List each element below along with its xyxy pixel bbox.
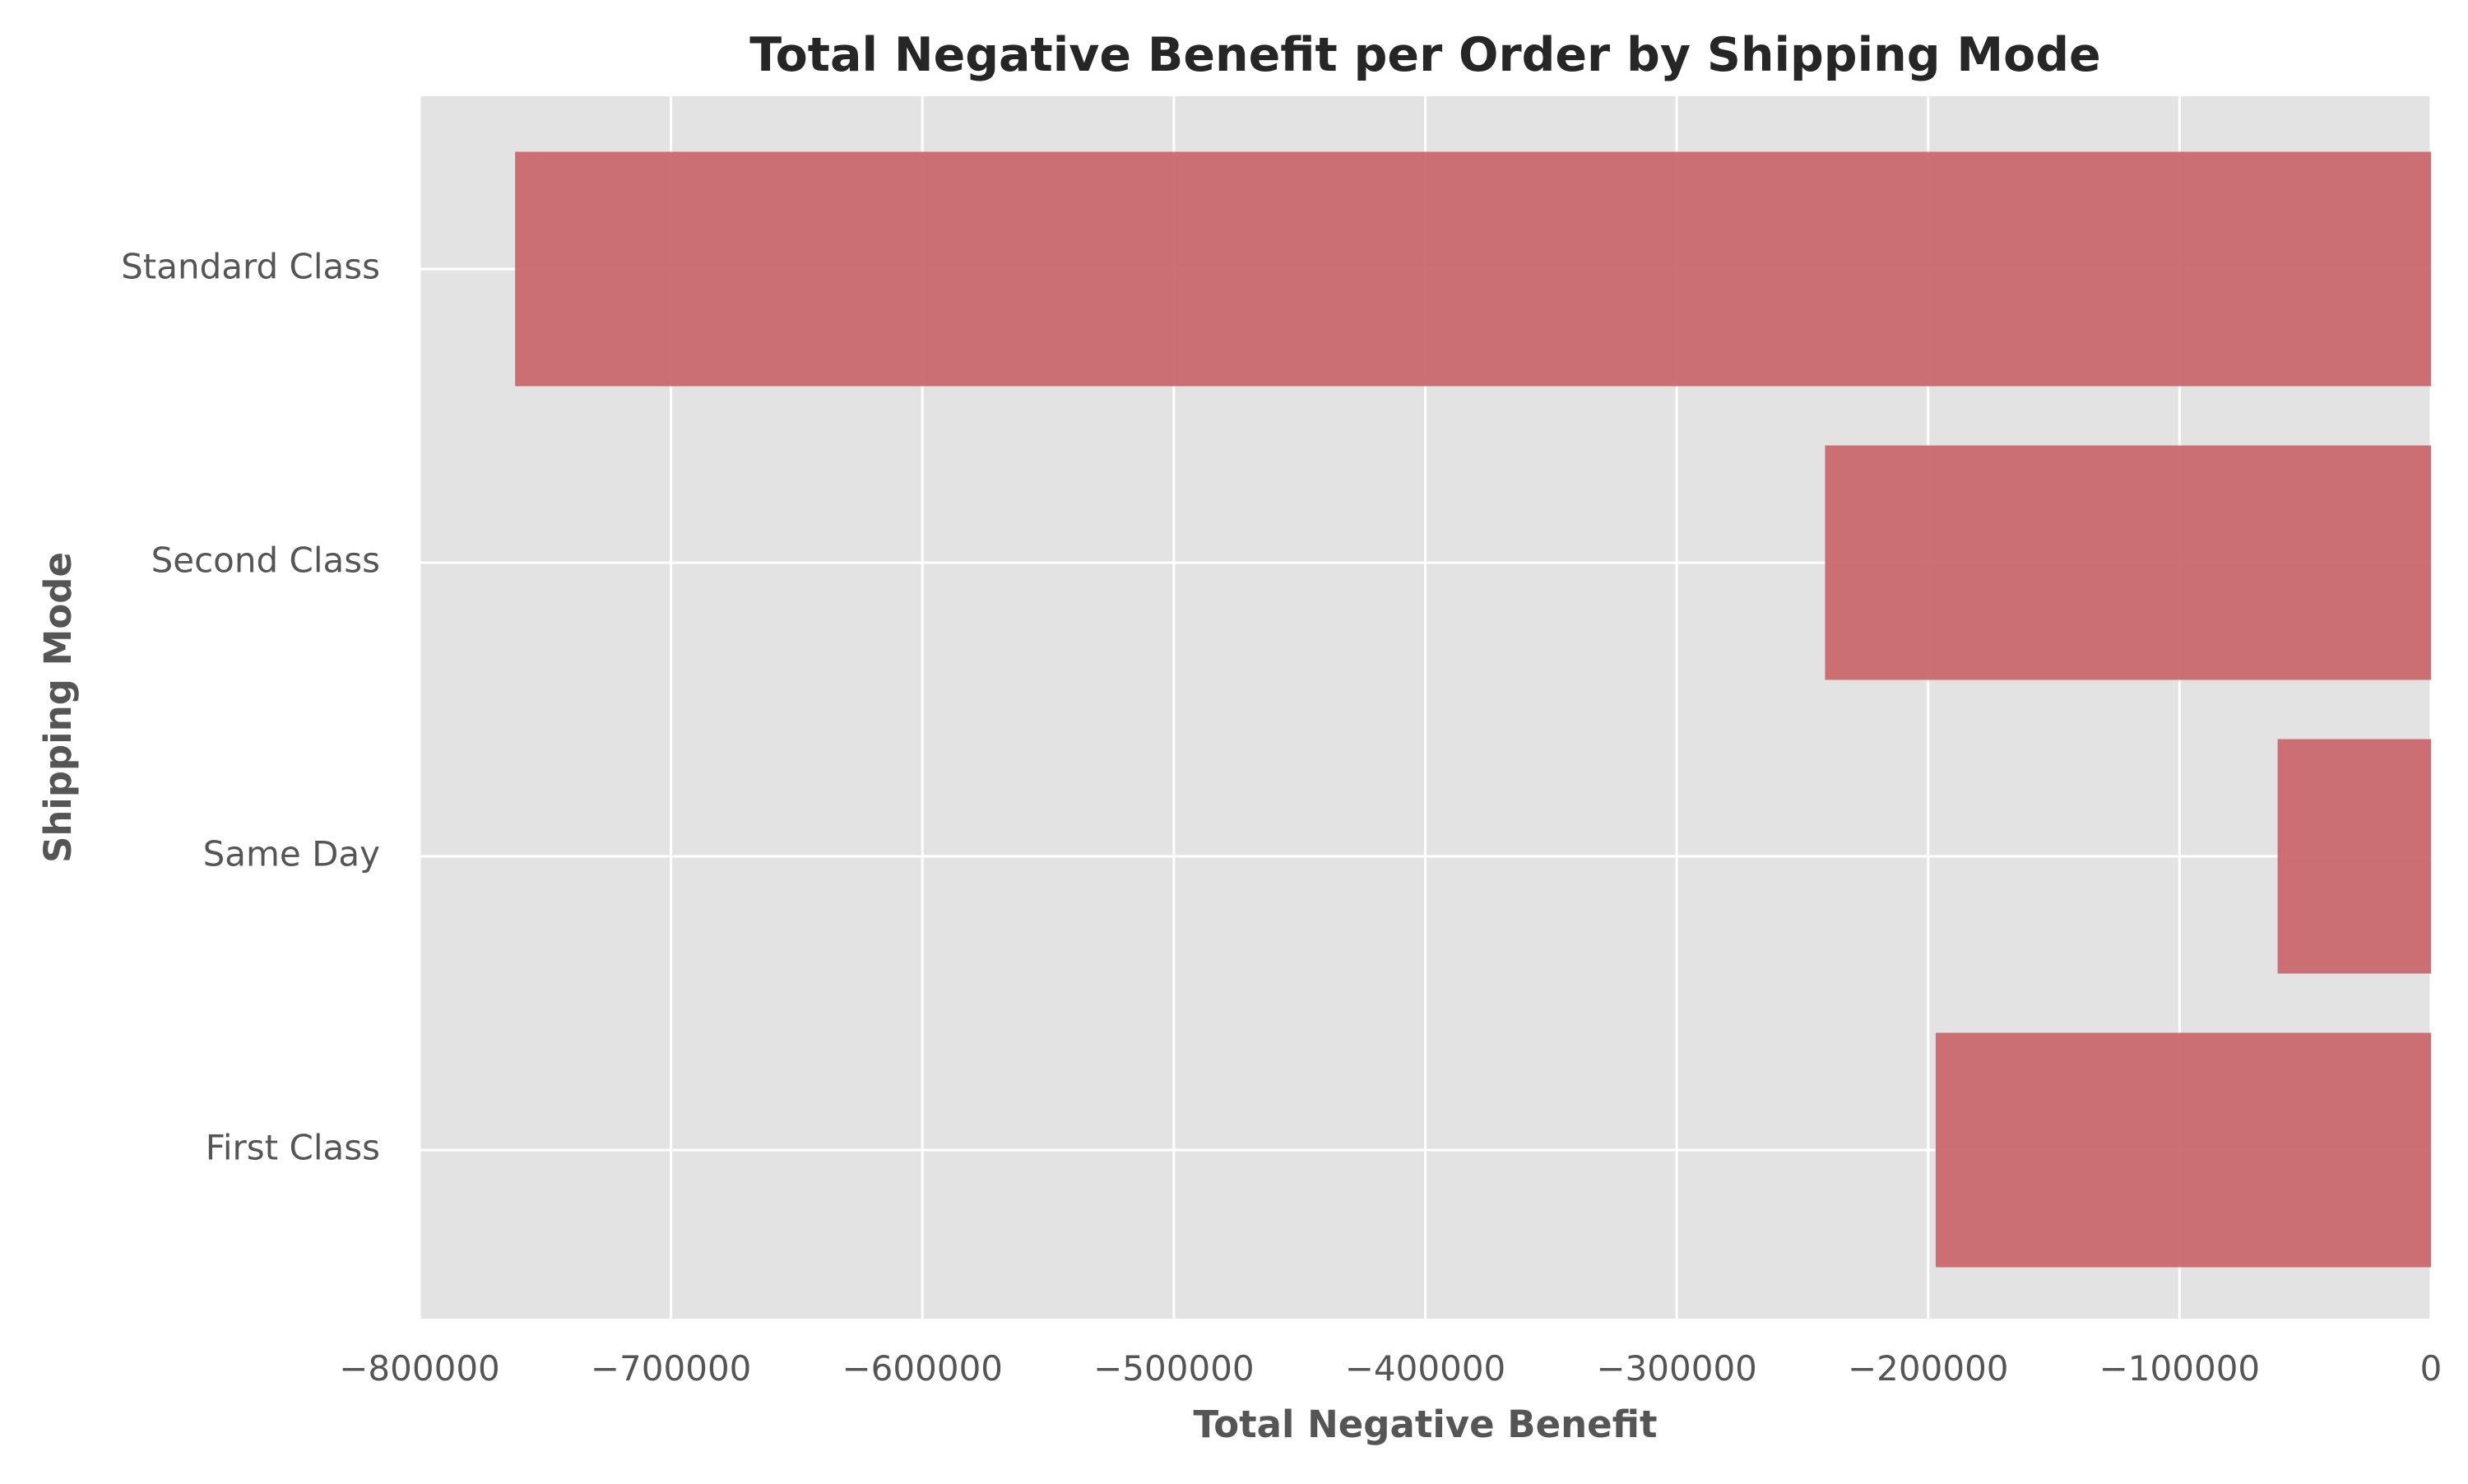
- x-axis-label: Total Negative Benefit: [1193, 1403, 1657, 1446]
- bars: [515, 151, 2432, 1268]
- x-tick-label: −300000: [1596, 1348, 1757, 1389]
- x-tick-label: 0: [2420, 1348, 2442, 1389]
- x-tick-label: −700000: [591, 1348, 752, 1389]
- y-tick-label: Same Day: [203, 834, 380, 874]
- bar-second-class: [1825, 445, 2431, 680]
- x-tick-label: −600000: [842, 1348, 1003, 1389]
- y-axis-ticks: Standard Class Second Class Same Day First …: [121, 247, 380, 1168]
- x-tick-label: −400000: [1345, 1348, 1506, 1389]
- y-axis-label: Shipping Mode: [36, 552, 80, 863]
- x-tick-label: −500000: [1093, 1348, 1255, 1389]
- x-axis-ticks: −800000 −700000 −600000 −500000 −400000 −3000…: [339, 1348, 2442, 1389]
- chart-title: Total Negative Benefit per Order by Ship…: [749, 28, 2100, 82]
- x-tick-label: −200000: [1848, 1348, 2009, 1389]
- x-tick-label: −100000: [2099, 1348, 2261, 1389]
- bar-same-day: [2277, 739, 2431, 974]
- bar-first-class: [1935, 1032, 2431, 1268]
- x-tick-label: −800000: [339, 1348, 500, 1389]
- y-tick-label: Second Class: [151, 540, 380, 581]
- bar-standard-class: [515, 151, 2432, 387]
- y-tick-label: First Class: [206, 1128, 380, 1168]
- y-tick-label: Standard Class: [121, 247, 380, 287]
